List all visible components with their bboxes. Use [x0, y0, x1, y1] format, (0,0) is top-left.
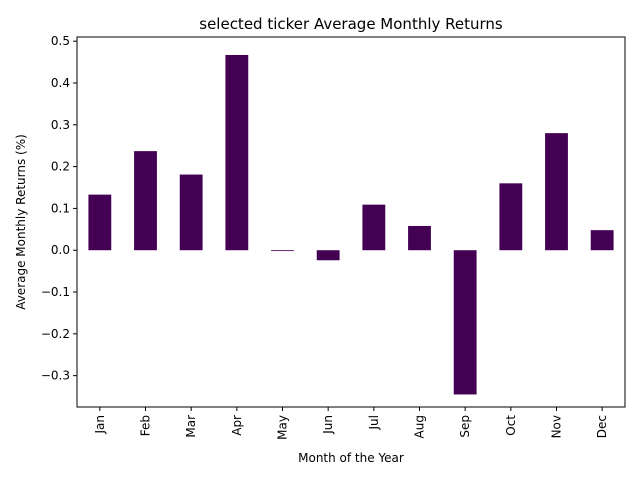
- x-tick-label: May: [276, 415, 290, 440]
- chart-title: selected ticker Average Monthly Returns: [199, 15, 503, 33]
- x-axis-label: Month of the Year: [298, 451, 404, 465]
- x-tick-label: Nov: [550, 415, 564, 438]
- x-tick-label: Mar: [184, 415, 198, 438]
- x-tick-label: Oct: [504, 415, 518, 436]
- plot-frame: [76, 36, 626, 408]
- y-tick-label: −0.1: [41, 285, 70, 299]
- y-axis-ticks: −0.3 −0.2 −0.1 0.0 0.1 0.2 0.3 0.4 0.5: [41, 34, 77, 383]
- bar-may: [271, 250, 294, 252]
- x-axis-ticks: Jan Feb Mar Apr May Jun Jul Aug Sep Oct Nov Dec: [93, 407, 609, 440]
- bar-sep: [453, 250, 477, 395]
- bar-apr: [225, 54, 249, 251]
- bar-aug: [408, 225, 431, 251]
- x-tick-label: Aug: [413, 415, 427, 438]
- bar-jun: [316, 250, 340, 261]
- x-tick-label: Feb: [139, 415, 153, 436]
- bar-oct: [499, 183, 523, 251]
- y-tick-label: 0.3: [51, 118, 70, 132]
- x-tick-label: Dec: [595, 415, 609, 438]
- y-tick-label: 0.4: [51, 76, 70, 90]
- y-tick-label: −0.2: [41, 327, 70, 341]
- x-tick-label: Sep: [458, 415, 472, 438]
- x-tick-label: Jul: [367, 415, 381, 430]
- y-axis-label: Average Monthly Returns (%): [14, 134, 28, 310]
- bar-jan: [88, 194, 112, 251]
- bar-feb: [134, 151, 157, 251]
- bar-nov: [545, 133, 568, 251]
- y-tick-label: 0.0: [51, 243, 70, 257]
- bars-group: [88, 54, 614, 395]
- y-tick-label: 0.5: [51, 34, 70, 48]
- y-tick-label: −0.3: [41, 369, 70, 383]
- y-tick-label: 0.2: [51, 160, 70, 174]
- y-tick-label: 0.1: [51, 201, 70, 215]
- x-tick-label: Jan: [93, 415, 107, 435]
- x-tick-label: Apr: [230, 415, 244, 436]
- bar-jul: [362, 204, 386, 251]
- bar-mar: [179, 174, 203, 251]
- x-tick-label: Jun: [321, 415, 335, 435]
- bar-dec: [590, 230, 614, 251]
